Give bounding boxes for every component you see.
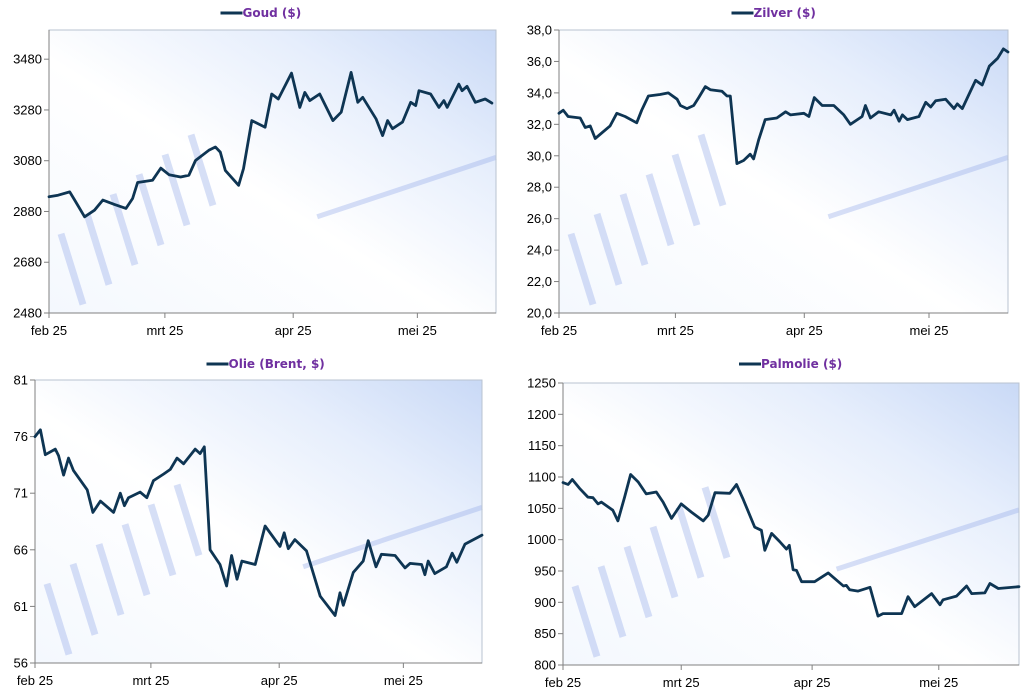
decor-bar — [69, 562, 99, 636]
chart-1: 20,0 22,0 24,0 26,0 28,0 30,0 32,0 34,0 36,0 38,0… — [527, 6, 1010, 338]
decor-trend — [827, 154, 1009, 220]
x-tick-label: apr 25 — [794, 675, 831, 690]
y-tick-label: 3480 — [13, 52, 42, 67]
y-tick-label: 61 — [14, 599, 28, 614]
background-decoration — [567, 133, 1009, 306]
x-tick-label: feb 25 — [31, 323, 67, 338]
legend: Olie (Brent, $) — [206, 357, 325, 371]
legend: Palmolie ($) — [739, 357, 842, 371]
y-tick-label: 36,0 — [527, 54, 552, 69]
chart-title: Olie (Brent, $) — [229, 357, 325, 371]
y-tick-label: 1000 — [527, 532, 556, 547]
x-tick-label: mrt 25 — [663, 675, 700, 690]
decor-trend — [316, 154, 497, 220]
decor-bar — [645, 173, 675, 247]
decor-bar — [95, 543, 125, 616]
background-decoration — [43, 483, 483, 656]
decor-bar — [671, 153, 701, 227]
decor-bar — [43, 582, 73, 656]
decor-bar — [623, 545, 653, 619]
y-tick-label: 56 — [14, 656, 28, 671]
series-line — [47, 71, 494, 219]
y-tick-label: 22,0 — [527, 274, 552, 289]
chart-0: 2480 2680 2880 3080 3280 3480 feb 25 mrt 25 apr … — [13, 6, 497, 338]
decor-trend — [302, 504, 483, 570]
decor-trend — [835, 507, 1020, 572]
legend: Zilver ($) — [731, 6, 816, 20]
decor-bar — [187, 133, 217, 207]
decor-bar — [121, 523, 151, 597]
plot-background — [559, 30, 1008, 313]
series-line — [33, 428, 484, 617]
x-tick-label: mei 25 — [384, 673, 423, 688]
y-tick-label: 32,0 — [527, 117, 552, 132]
y-tick-label: 1200 — [527, 407, 556, 422]
decor-bar — [135, 173, 165, 247]
decor-bar — [649, 525, 679, 599]
x-tick-label: feb 25 — [545, 675, 581, 690]
y-tick-label: 38,0 — [527, 23, 552, 38]
plot-background — [563, 383, 1019, 665]
y-tick-label: 28,0 — [527, 180, 552, 195]
x-tick-label: mei 25 — [398, 323, 437, 338]
decor-bar — [173, 483, 203, 557]
y-tick-label: 2480 — [13, 306, 42, 321]
decor-bar — [701, 486, 731, 559]
x-tick-label: mei 25 — [919, 675, 958, 690]
y-tick-label: 850 — [534, 626, 556, 641]
decor-bar — [83, 212, 113, 286]
decor-bar — [619, 193, 649, 266]
decor-bar — [147, 503, 177, 577]
x-tick-label: apr 25 — [261, 673, 298, 688]
x-tick-label: apr 25 — [275, 323, 312, 338]
chart-3: 800 850 900 950 1000 1050 1100 1150 1200 1250 feb … — [527, 357, 1021, 690]
y-tick-label: 1050 — [527, 501, 556, 516]
y-tick-label: 26,0 — [527, 211, 552, 226]
y-tick-label: 34,0 — [527, 85, 552, 100]
y-tick-label: 2880 — [13, 204, 42, 219]
decor-bar — [161, 153, 191, 227]
decor-bar — [571, 584, 601, 658]
x-tick-label: mrt 25 — [146, 323, 183, 338]
y-tick-label: 3280 — [13, 102, 42, 117]
y-tick-label: 76 — [14, 429, 28, 444]
y-tick-label: 950 — [534, 564, 556, 579]
x-tick-label: feb 25 — [541, 323, 577, 338]
chart-title: Goud ($) — [243, 6, 302, 20]
chart-title: Zilver ($) — [754, 6, 816, 20]
x-tick-label: apr 25 — [786, 323, 823, 338]
y-tick-label: 800 — [534, 658, 556, 673]
decor-bar — [597, 565, 627, 638]
y-tick-label: 66 — [14, 542, 28, 557]
decor-bar — [593, 212, 623, 286]
y-tick-label: 20,0 — [527, 306, 552, 321]
decor-bar — [567, 232, 597, 306]
y-tick-label: 71 — [14, 486, 28, 501]
series-line — [557, 47, 1010, 165]
x-tick-label: mei 25 — [909, 323, 948, 338]
plot-background — [49, 30, 496, 313]
chart-2: 56 61 66 71 76 81 feb 25 mrt 25 apr 25 mei 25 Olie… — [14, 357, 484, 688]
plot-background — [35, 380, 482, 663]
series-line — [561, 473, 1021, 618]
x-tick-label: mrt 25 — [657, 323, 694, 338]
y-tick-label: 30,0 — [527, 148, 552, 163]
y-tick-label: 3080 — [13, 153, 42, 168]
decor-bar — [697, 133, 727, 207]
decor-bar — [57, 232, 87, 306]
y-tick-label: 1150 — [528, 438, 556, 453]
y-tick-label: 900 — [534, 595, 556, 610]
x-tick-label: mrt 25 — [132, 673, 169, 688]
x-tick-label: feb 25 — [17, 673, 53, 688]
chart-title: Palmolie ($) — [761, 357, 842, 371]
y-tick-label: 2680 — [13, 255, 42, 270]
background-decoration — [571, 486, 1020, 658]
y-tick-label: 1100 — [528, 470, 556, 485]
decor-bar — [675, 506, 705, 579]
y-tick-label: 81 — [14, 373, 28, 388]
y-tick-label: 1250 — [527, 376, 556, 391]
y-tick-label: 24,0 — [527, 243, 552, 258]
legend: Goud ($) — [220, 6, 302, 20]
